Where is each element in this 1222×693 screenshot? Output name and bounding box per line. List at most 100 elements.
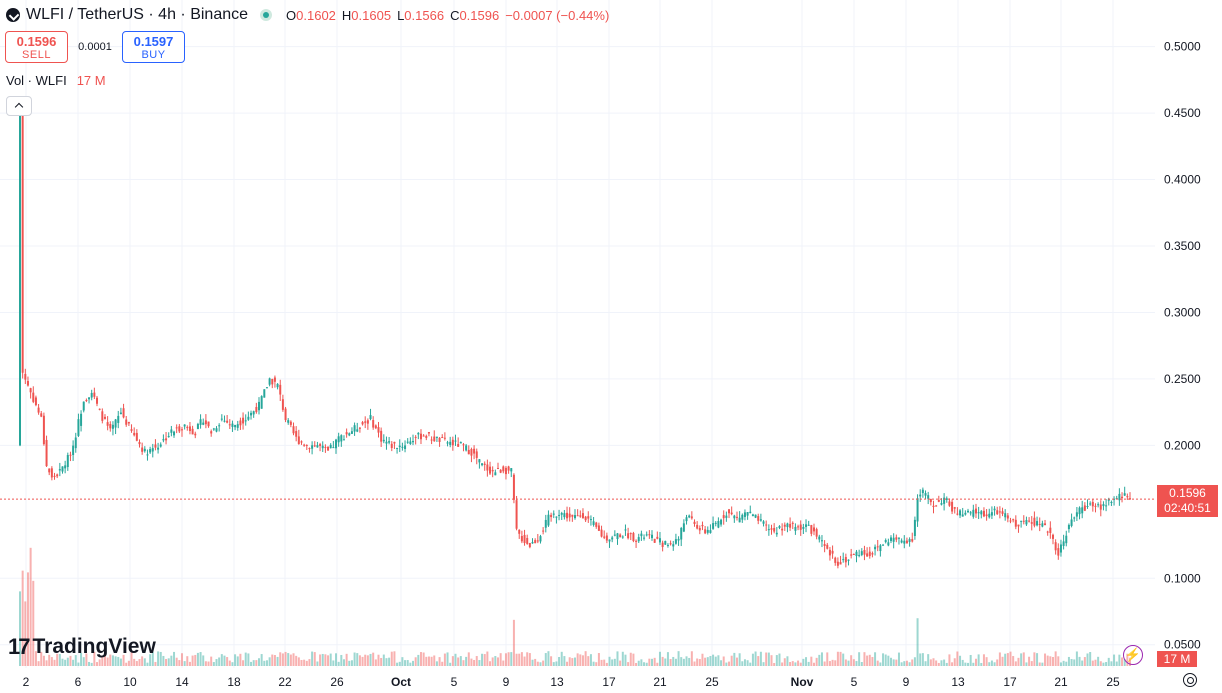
time-tick-label: 21 — [653, 675, 667, 689]
candle-body — [552, 513, 555, 515]
candle-body — [191, 428, 194, 435]
candle-body — [1044, 523, 1047, 526]
candle-body — [805, 524, 808, 527]
volume-bar — [967, 662, 970, 666]
change-value: −0.0007 (−0.44%) — [505, 7, 610, 23]
volume-bar — [900, 662, 903, 666]
volume-bar — [180, 653, 183, 666]
volume-bar — [257, 658, 260, 666]
volume-bar — [1014, 661, 1017, 666]
candle-body — [653, 538, 656, 543]
volume-bar — [534, 658, 537, 666]
candle-body — [1097, 504, 1100, 506]
volume-bar — [265, 660, 268, 666]
candle-body — [629, 533, 632, 535]
candle-body — [475, 451, 478, 458]
tradingview-logo[interactable]: 17 TradingView — [8, 634, 156, 660]
volume-bar — [138, 659, 141, 666]
candle-body — [242, 417, 245, 424]
buy-button[interactable]: 0.1597 BUY — [122, 31, 185, 63]
candle-body — [390, 443, 393, 448]
candle-body — [574, 515, 576, 519]
candle-body — [600, 529, 603, 537]
candle-body — [96, 397, 99, 404]
time-axis[interactable]: 2 6 10 14 18 22 26 Oct 5 9 13 17 21 25 Nov 5 9 13 17 21 25 — [23, 675, 1120, 689]
candle-body — [77, 419, 80, 436]
volume-bar — [183, 661, 186, 666]
candle-body — [682, 523, 685, 532]
candle-body — [1054, 542, 1057, 551]
time-tick-label: 5 — [451, 675, 458, 689]
candle-body — [151, 448, 154, 452]
volume-bar — [770, 655, 773, 666]
candle-body — [372, 420, 375, 428]
volume-bar — [661, 656, 664, 666]
candle-body — [879, 545, 882, 552]
candle-body — [1126, 496, 1129, 498]
volume-bar — [473, 659, 476, 666]
candle-body — [807, 524, 810, 526]
volume-bar — [279, 652, 282, 666]
price-axis[interactable]: 0.5000 0.4500 0.4000 0.3500 0.3000 0.2500 0.20… — [1164, 40, 1201, 652]
candle-body — [260, 396, 263, 409]
candle-body — [26, 381, 29, 386]
volume-bar — [818, 654, 821, 666]
candle-body — [526, 537, 529, 544]
candle-body — [409, 441, 412, 444]
volume-bar — [74, 655, 77, 666]
candle-body — [743, 512, 746, 517]
candle-body — [454, 440, 457, 442]
volume-bar — [151, 651, 154, 666]
volume-bar — [1054, 651, 1057, 666]
volume-bar — [178, 660, 181, 666]
candle-body — [141, 447, 144, 452]
volume-bar — [167, 658, 170, 666]
volume-bar — [212, 662, 215, 666]
candle-body — [350, 431, 353, 434]
volume-bar — [385, 658, 388, 666]
symbol-icon[interactable] — [6, 8, 20, 22]
volume-bar — [263, 660, 266, 666]
volume-bar — [993, 662, 996, 666]
candle-body — [133, 432, 136, 436]
volume-bar — [1017, 657, 1020, 666]
candle-body — [929, 498, 932, 503]
candle-body — [876, 546, 879, 548]
candle-body — [183, 424, 186, 427]
volume-bar — [443, 653, 446, 666]
volume-bar — [353, 652, 356, 666]
open-label: O — [286, 7, 297, 23]
volume-bar — [478, 660, 481, 666]
volume-bar — [688, 657, 691, 666]
sell-button[interactable]: 0.1596 SELL — [5, 31, 68, 63]
volume-bar — [85, 653, 88, 666]
volume-bar — [1083, 657, 1086, 666]
candle-body — [342, 439, 345, 441]
candle-body — [489, 466, 492, 474]
volume-bar — [1022, 652, 1025, 666]
volume-bar — [523, 656, 526, 666]
candle-body — [186, 426, 189, 428]
candle-body — [619, 534, 622, 538]
high-value: 0.1605 — [351, 7, 392, 23]
candle-body — [518, 529, 521, 534]
gear-icon[interactable] — [1183, 673, 1197, 687]
buy-price: 0.1597 — [133, 34, 174, 49]
volume-bar — [191, 655, 194, 666]
candle-body — [1123, 493, 1126, 496]
candle-body — [1033, 517, 1036, 526]
chevron-up-icon[interactable] — [6, 96, 32, 116]
volume-legend[interactable]: Vol · WLFI 17 M — [6, 73, 106, 88]
candle-body — [300, 441, 303, 443]
volume-bar — [781, 662, 784, 666]
symbol-title[interactable]: WLFI / TetherUS · 4h · Binance — [26, 6, 249, 23]
candle-body — [287, 420, 290, 423]
bolt-icon[interactable]: ⚡ — [1123, 645, 1143, 665]
candle-body — [951, 501, 954, 512]
candle-body — [295, 431, 298, 437]
volume-bar — [135, 661, 138, 666]
candle-body — [566, 512, 569, 519]
volume-bar — [141, 656, 144, 666]
candle-body — [858, 554, 861, 556]
